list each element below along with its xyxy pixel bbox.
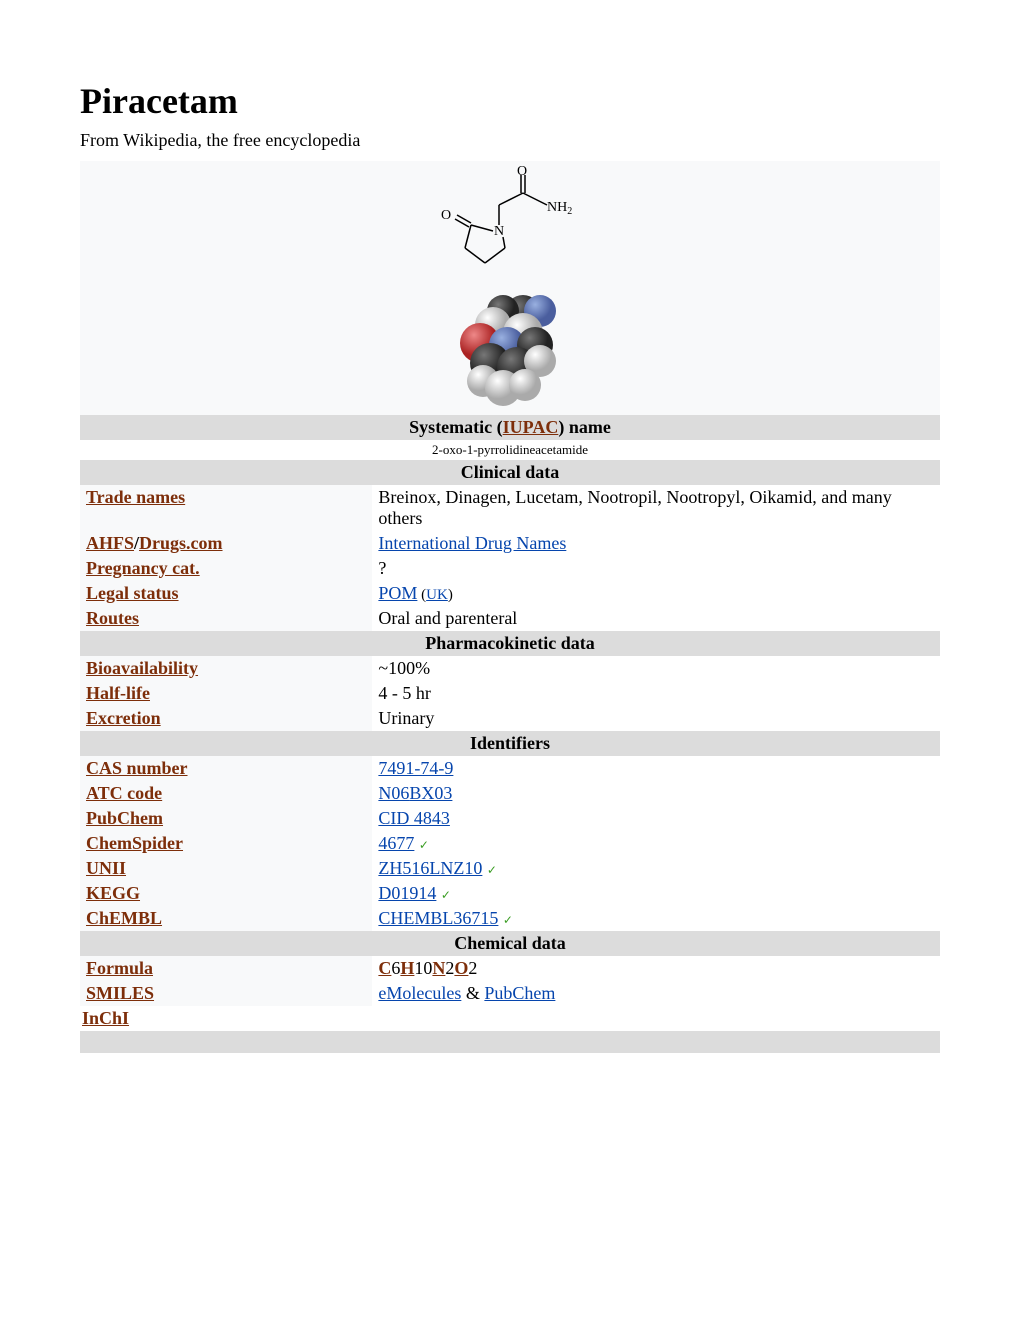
check-icon: ✓ (419, 838, 429, 852)
ahfs-link[interactable]: AHFS (86, 533, 134, 553)
chem-image-cell: O NH2 N O (80, 161, 940, 415)
chemspider-value[interactable]: 4677 (378, 833, 414, 853)
page-title: Piracetam (80, 80, 940, 122)
smiles-row: SMILES eMolecules & PubChem (80, 981, 940, 1006)
structural-formula: O NH2 N O (435, 163, 585, 283)
routes-label[interactable]: Routes (86, 608, 139, 628)
svg-text:NH2: NH2 (547, 200, 572, 217)
systematic-header-row: Systematic (IUPAC) name (80, 415, 940, 440)
check-icon: ✓ (487, 863, 497, 877)
unii-row: UNII ZH516LNZ10 ✓ (80, 856, 940, 881)
routes-row: Routes Oral and parenteral (80, 606, 940, 631)
bioavail-value: ~100% (372, 656, 940, 681)
intl-drug-names-link[interactable]: International Drug Names (378, 533, 566, 553)
inchi-row: InChI (80, 1006, 940, 1031)
cas-value[interactable]: 7491-74-9 (378, 758, 453, 778)
unii-value[interactable]: ZH516LNZ10 (378, 858, 482, 878)
smiles-label[interactable]: SMILES (86, 983, 154, 1003)
chemspider-row: ChemSpider 4677 ✓ (80, 831, 940, 856)
systematic-prefix: Systematic ( (409, 417, 502, 437)
smiles-amp: & (461, 983, 484, 1003)
pubchem-smiles-link[interactable]: PubChem (484, 983, 555, 1003)
legal-close: ) (448, 587, 453, 603)
kegg-row: KEGG D01914 ✓ (80, 881, 940, 906)
check-icon: ✓ (441, 888, 451, 902)
molecule-3d (445, 283, 575, 413)
pubchem-label[interactable]: PubChem (86, 808, 163, 828)
excretion-value: Urinary (372, 706, 940, 731)
emolecules-link[interactable]: eMolecules (378, 983, 461, 1003)
formula-c-link[interactable]: C (378, 958, 391, 978)
kegg-label[interactable]: KEGG (86, 883, 140, 903)
atc-value-a[interactable]: N06 (378, 783, 409, 803)
clinical-header-row: Clinical data (80, 460, 940, 485)
excretion-label[interactable]: Excretion (86, 708, 161, 728)
pregnancy-row: Pregnancy cat. ? (80, 556, 940, 581)
ahfs-row: AHFS/Drugs.com International Drug Names (80, 531, 940, 556)
atc-row: ATC code N06BX03 (80, 781, 940, 806)
legal-label[interactable]: Legal status (86, 583, 179, 603)
legal-row: Legal status POM (UK) (80, 581, 940, 606)
blank-gray-row (80, 1031, 940, 1053)
formula-o-link[interactable]: O (454, 958, 468, 978)
trade-names-row: Trade names Breinox, Dinagen, Lucetam, N… (80, 485, 940, 531)
cas-label[interactable]: CAS number (86, 758, 188, 778)
drugscom-link[interactable]: Drugs.com (139, 533, 223, 553)
formula-row: Formula C6H10N2O2 (80, 956, 940, 981)
chembl-value[interactable]: CHEMBL36715 (378, 908, 498, 928)
iupac-link[interactable]: IUPAC (503, 417, 559, 437)
cas-row: CAS number 7491-74-9 (80, 756, 940, 781)
formula-value: C6H10N2O2 (372, 956, 940, 981)
halflife-value: 4 - 5 hr (372, 681, 940, 706)
chembl-row: ChEMBL CHEMBL36715 ✓ (80, 906, 940, 931)
bioavail-label[interactable]: Bioavailability (86, 658, 198, 678)
chemical-header-row: Chemical data (80, 931, 940, 956)
pubchem-value[interactable]: CID 4843 (378, 808, 450, 828)
pom-link[interactable]: POM (378, 583, 417, 603)
atc-label[interactable]: ATC code (86, 783, 162, 803)
uk-link[interactable]: UK (426, 587, 448, 603)
infobox-table: O NH2 N O (80, 161, 940, 1053)
halflife-label[interactable]: Half-life (86, 683, 150, 703)
svg-text:O: O (517, 164, 527, 179)
halflife-row: Half-life 4 - 5 hr (80, 681, 940, 706)
unii-label[interactable]: UNII (86, 858, 126, 878)
bioavail-row: Bioavailability ~100% (80, 656, 940, 681)
formula-label[interactable]: Formula (86, 958, 153, 978)
identifiers-header-row: Identifiers (80, 731, 940, 756)
formula-h-link[interactable]: H (400, 958, 414, 978)
trade-names-label[interactable]: Trade names (86, 487, 185, 507)
excretion-row: Excretion Urinary (80, 706, 940, 731)
atc-value-b[interactable]: BX03 (409, 783, 452, 803)
check-icon: ✓ (503, 913, 513, 927)
inchi-link[interactable]: InChI (82, 1008, 129, 1028)
chembl-label[interactable]: ChEMBL (86, 908, 162, 928)
routes-value: Oral and parenteral (372, 606, 940, 631)
legal-open: ( (417, 587, 426, 603)
pregnancy-value: ? (372, 556, 940, 581)
formula-n-link[interactable]: N (432, 958, 445, 978)
page-subtitle: From Wikipedia, the free encyclopedia (80, 130, 940, 151)
chemspider-label[interactable]: ChemSpider (86, 833, 183, 853)
pregnancy-label[interactable]: Pregnancy cat. (86, 558, 200, 578)
iupac-name-row: 2-oxo-1-pyrrolidineacetamide (80, 440, 940, 460)
svg-text:N: N (494, 224, 504, 239)
trade-names-value: Breinox, Dinagen, Lucetam, Nootropil, No… (372, 485, 940, 531)
systematic-suffix: ) name (558, 417, 611, 437)
pubchem-row: PubChem CID 4843 (80, 806, 940, 831)
kegg-value[interactable]: D01914 (378, 883, 436, 903)
pharmaco-header-row: Pharmacokinetic data (80, 631, 940, 656)
svg-text:O: O (441, 208, 451, 223)
